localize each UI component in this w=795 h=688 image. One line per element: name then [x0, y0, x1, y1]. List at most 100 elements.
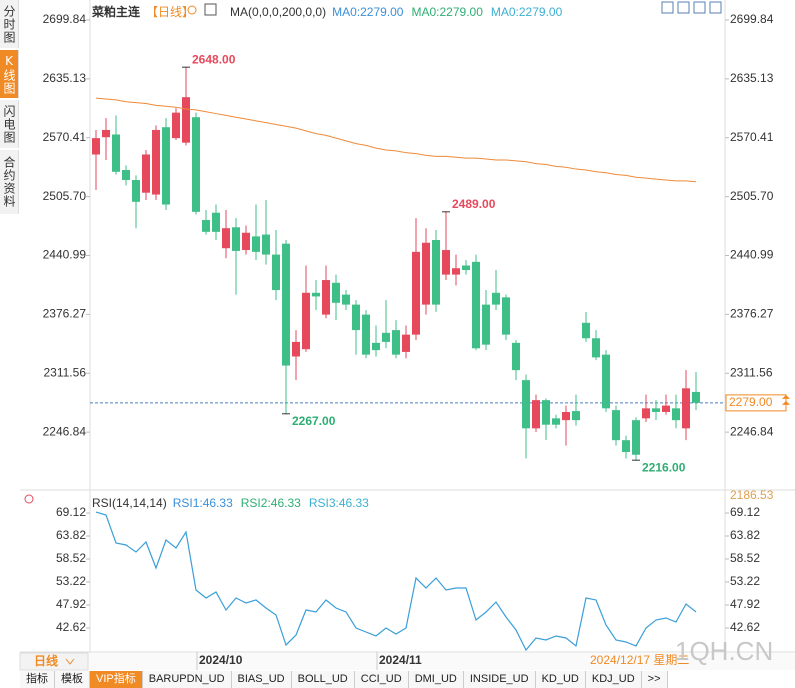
x-tick-label: 2024/10	[199, 653, 243, 667]
y-tick-label: 42.62	[56, 620, 86, 634]
y2-tick-label: 2311.56	[730, 365, 773, 379]
indicator-icon[interactable]	[204, 3, 217, 16]
candle-body	[122, 169, 130, 180]
period: 【日线】	[146, 5, 195, 19]
candle-body	[542, 400, 550, 425]
candle-body	[382, 332, 390, 342]
y-tick-label: 2376.27	[43, 307, 87, 321]
candle-body	[652, 408, 660, 412]
y2-tick-label: 2246.84	[730, 424, 774, 438]
side-tab[interactable]: K线图	[0, 50, 19, 98]
toolbar-item[interactable]: BOLL_UD	[291, 671, 355, 688]
candle-body	[522, 380, 530, 429]
rsi-legend: RSI1:46.33 RSI2:46.33 RSI3:46.33	[173, 496, 369, 510]
candle-body	[512, 342, 520, 371]
add-icon[interactable]	[187, 5, 197, 15]
candle-body	[142, 154, 150, 193]
rsi-line	[95, 511, 697, 652]
icon[interactable]	[677, 1, 690, 14]
y2-tick-label: 47.92	[730, 597, 760, 611]
candle-body	[632, 420, 640, 455]
toolbar-item[interactable]: VIP指标	[90, 671, 143, 688]
y-tick-label: 2635.13	[43, 71, 87, 85]
icon[interactable]	[661, 1, 674, 14]
y2-tick-label: 53.22	[730, 574, 760, 588]
toolbar-item[interactable]: 模板	[55, 671, 90, 688]
candle-body	[452, 268, 460, 275]
candle-body	[372, 342, 380, 351]
candle-body	[622, 440, 630, 453]
side-tab[interactable]: 合约资料	[0, 150, 19, 214]
window-icons[interactable]	[661, 1, 722, 14]
candle-body	[182, 97, 190, 143]
toolbar-item[interactable]: KDJ_UD	[585, 671, 642, 688]
candle-body	[362, 314, 370, 355]
candle-body	[342, 294, 350, 305]
dropdown-icon	[65, 658, 75, 665]
ma-value: MA0:2279.00	[332, 4, 404, 19]
y-tick-label: 63.82	[56, 528, 86, 542]
candle-body	[432, 240, 440, 305]
candle-body	[392, 330, 400, 355]
toolbar-item[interactable]: 指标	[20, 671, 55, 688]
y-tick-label: 2570.41	[43, 130, 87, 144]
candle-body	[242, 232, 250, 251]
candle-body	[502, 297, 510, 335]
toolbar-item[interactable]: BIAS_UD	[231, 671, 292, 688]
y-tick-label: 47.92	[56, 597, 86, 611]
toolbar-item[interactable]: DMI_UD	[408, 671, 464, 688]
y2-tick-label: 42.62	[730, 620, 760, 634]
y2-tick-label: 69.12	[730, 505, 760, 519]
toolbar-item[interactable]: >>	[641, 671, 668, 688]
ma-values: MA0:2279.00 MA0:2279.00 MA0:2279.00	[332, 5, 562, 19]
ma-label: MA(0,0,0,200,0,0)	[230, 4, 327, 19]
toolbar: 指标 模板 VIP指标 BARUPDN_UD BIAS_UD BOLL_UD CCI_UD D…	[20, 671, 668, 688]
candle-body	[532, 400, 540, 429]
candle-body	[352, 304, 360, 331]
y-tick-label: 2505.70	[43, 189, 87, 203]
y2-tick-label: 2376.27	[730, 307, 774, 321]
candle-body	[612, 410, 620, 441]
toolbar-item[interactable]: INSIDE_UD	[463, 671, 536, 688]
candle-body	[662, 405, 670, 412]
candle-body	[222, 228, 230, 249]
toolbar-item[interactable]: BARUPDN_UD	[142, 671, 232, 688]
cursor-date: 2024/12/17 星期二	[590, 653, 689, 667]
y2-tick-label: 58.52	[730, 551, 760, 565]
settings-icon[interactable]	[24, 494, 34, 504]
candle-body	[322, 280, 330, 315]
period-tab-label[interactable]: 日线	[34, 653, 58, 668]
toolbar-item[interactable]: KD_UD	[535, 671, 586, 688]
candle-body	[172, 112, 180, 139]
candle-body	[602, 354, 610, 409]
candle-body	[412, 251, 420, 335]
rsi-header: RSI(14,14,14) RSI1:46.33 RSI2:46.33 RSI3:4…	[92, 496, 369, 510]
rsi-value: RSI1:46.33	[172, 496, 233, 510]
period-tab[interactable]	[19, 652, 89, 671]
chart-header: 菜粕主连 【日线】 MA(0,0,0,200,0,0) MA0:2279.00 M…	[92, 3, 562, 20]
icon[interactable]	[709, 1, 722, 14]
candle-body	[162, 127, 170, 205]
y-tick-label: 58.52	[56, 551, 86, 565]
candle-body	[272, 254, 280, 291]
x-tick-label: 2024/11	[379, 653, 422, 667]
candle-body	[112, 134, 120, 172]
y-tick-label: 2440.99	[43, 248, 87, 262]
candle-body	[562, 411, 570, 421]
icon[interactable]	[693, 1, 706, 14]
side-tab[interactable]: 闪电图	[0, 100, 19, 148]
side-tab[interactable]: 分时图	[0, 0, 19, 48]
candle-body	[202, 220, 210, 232]
candle-body	[132, 179, 140, 202]
candle-body	[572, 411, 580, 421]
toolbar-item[interactable]: CCI_UD	[354, 671, 409, 688]
candle-body	[212, 212, 220, 232]
candle-body	[312, 292, 320, 297]
watermark: 1QH.CN	[675, 636, 773, 666]
candle-body	[302, 292, 310, 350]
candle-body	[422, 242, 430, 305]
extreme-label: 2267.00	[292, 414, 336, 428]
candle-body	[642, 408, 650, 419]
